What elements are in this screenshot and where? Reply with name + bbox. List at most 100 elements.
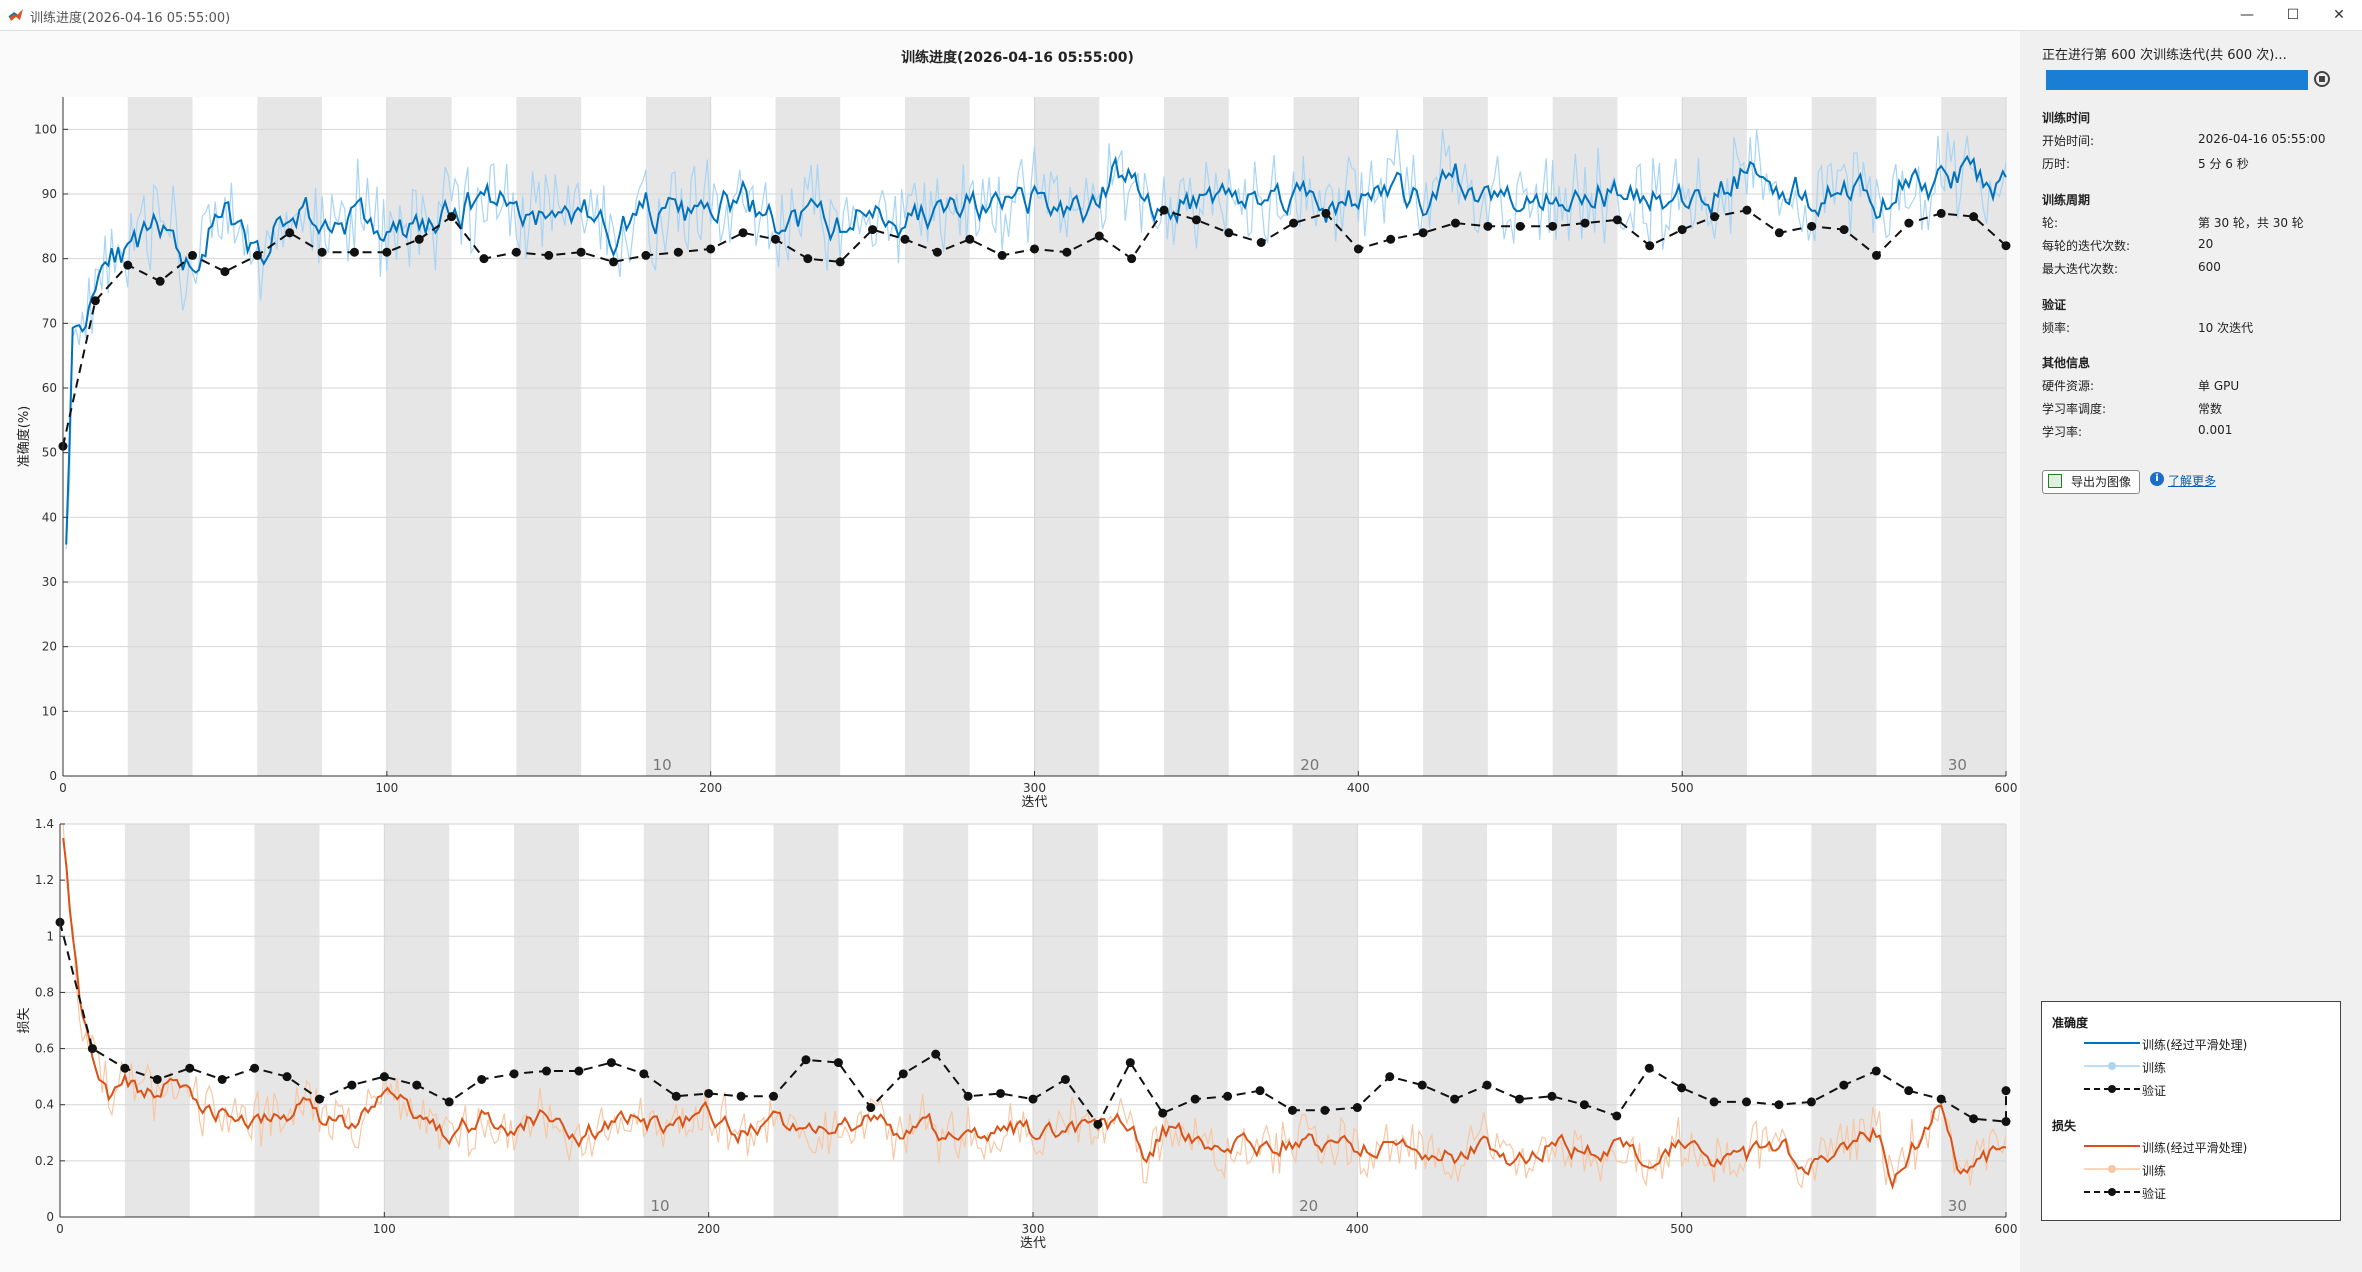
section-heading-epochs: 训练周期	[2042, 193, 2091, 207]
chart-legend: 准确度 训练(经过平滑处理) 训练 验证 损失 训练(经过平滑处理) 训练 验证	[2041, 1001, 2341, 1221]
accuracy-validation-point	[220, 267, 230, 277]
loss-validation-point	[477, 1074, 487, 1084]
legend-loss-val-swatch	[2084, 1188, 2140, 1196]
max-iters-label: 最大迭代次数:	[2042, 262, 2119, 276]
loss-validation-point	[87, 1044, 97, 1054]
accuracy-validation-point	[90, 296, 100, 306]
accuracy-validation-point	[382, 247, 392, 257]
iters-per-epoch-label: 每轮的迭代次数:	[2042, 239, 2131, 253]
accuracy-validation-point	[123, 260, 133, 270]
loss-validation-point	[314, 1094, 324, 1104]
loss-validation-point	[1742, 1097, 1752, 1107]
loss-validation-point	[1644, 1063, 1654, 1073]
loss-validation-point	[963, 1091, 973, 1101]
progress-bar	[2046, 70, 2308, 90]
loss-validation-point	[1904, 1086, 1914, 1096]
accuracy-validation-point	[673, 247, 683, 257]
epoch-band	[645, 97, 711, 776]
accuracy-validation-point	[932, 247, 942, 257]
epoch-value: 第 30 轮，共 30 轮	[2198, 216, 2304, 230]
legend-acc-val-swatch	[2084, 1085, 2140, 1093]
epoch-band	[127, 97, 193, 776]
accuracy-chart: 0 10 20 30 40 50 60 70 80 90 100 0 100 200 300 400 500 60…	[16, 97, 2017, 810]
epoch-band	[1422, 824, 1488, 1217]
iters-per-epoch-value: 20	[2198, 237, 2214, 251]
loss-validation-point	[1255, 1086, 1265, 1096]
accuracy-validation-point	[965, 234, 975, 244]
close-button[interactable]: ✕	[2333, 7, 2345, 23]
learn-more-link[interactable]: i 了解更多	[2150, 472, 2216, 489]
lr-schedule-label: 学习率调度:	[2042, 402, 2107, 416]
section-heading-time: 训练时间	[2042, 111, 2091, 125]
epoch-label: 30	[1948, 1197, 1967, 1215]
epoch-band	[903, 824, 969, 1217]
elapsed-value: 5 分 6 秒	[2198, 157, 2249, 171]
stop-button[interactable]	[2314, 71, 2330, 87]
image-export-icon	[2048, 474, 2062, 488]
loss-validation-point	[347, 1080, 357, 1090]
epoch-band	[1034, 97, 1100, 776]
info-panel: 正在进行第 600 次训练迭代(共 600 次)... 训练时间 开始时间: 2…	[2032, 30, 2362, 1272]
loss-validation-point	[833, 1058, 843, 1068]
matlab-icon	[8, 9, 23, 21]
accuracy-validation-point	[1515, 221, 1525, 231]
epoch-label: 轮:	[2042, 216, 2059, 230]
legend-acc-train-swatch	[2084, 1062, 2140, 1070]
loss-validation-point	[671, 1091, 681, 1101]
y-tick-label: 0	[46, 1210, 54, 1224]
loss-validation-point	[1806, 1097, 1816, 1107]
legend-acc-smoothed-swatch	[2084, 1042, 2140, 1044]
loss-validation-point	[379, 1072, 389, 1082]
epoch-band	[1423, 97, 1488, 776]
accuracy-validation-point	[1386, 234, 1396, 244]
section-heading-validation: 验证	[2042, 298, 2067, 312]
accuracy-validation-point	[641, 250, 651, 260]
accuracy-validation-point	[803, 254, 813, 264]
lr-schedule-value: 常数	[2198, 402, 2223, 416]
accuracy-validation-point	[2001, 241, 2011, 251]
accuracy-train-raw-line	[65, 129, 2007, 550]
x-tick-label: 300	[1022, 1222, 1045, 1236]
epoch-band	[775, 97, 841, 776]
loss-validation-point	[1936, 1094, 1946, 1104]
epoch-band	[643, 824, 709, 1217]
max-iters-value: 600	[2198, 260, 2221, 274]
loss-chart: 0 0.2 0.4 0.6 0.8 1 1.2 1.4 0 100 200 300 400 500 600 1…	[17, 817, 2017, 1251]
x-tick-label: 100	[373, 1222, 396, 1236]
accuracy-validation-point	[1839, 225, 1849, 235]
accuracy-validation-point	[1062, 247, 1072, 257]
legend-acc-train: 训练	[2142, 1061, 2167, 1075]
x-tick-label: 0	[59, 781, 67, 795]
y-tick-label: 40	[42, 510, 57, 524]
learning-rate-label: 学习率:	[2042, 425, 2083, 439]
loss-validation-point	[120, 1063, 130, 1073]
minimize-button[interactable]: —	[2240, 7, 2254, 23]
loss-validation-point	[185, 1063, 195, 1073]
epoch-band	[1682, 97, 1747, 776]
export-image-button[interactable]: 导出为图像	[2042, 470, 2141, 494]
x-tick-label: 600	[1995, 1222, 2018, 1236]
accuracy-validation-point	[1450, 218, 1460, 228]
loss-train-smoothed-line	[62, 837, 2007, 1191]
info-icon: i	[2150, 472, 2164, 486]
section-heading-other: 其他信息	[2042, 356, 2091, 370]
loss-validation-point	[574, 1066, 584, 1076]
accuracy-validation-point	[1580, 218, 1590, 228]
accuracy-validation-point	[155, 276, 165, 286]
loss-validation-point	[639, 1069, 649, 1079]
y-tick-label: 0.6	[35, 1042, 54, 1056]
accuracy-train-smoothed-line	[65, 154, 2007, 545]
legend-loss-train: 训练	[2142, 1164, 2167, 1178]
epoch-band	[254, 824, 320, 1217]
accuracy-x-label: 迭代	[1021, 795, 1047, 810]
loss-validation-point	[1709, 1097, 1719, 1107]
x-tick-label: 300	[1023, 781, 1046, 795]
accuracy-validation-point	[1807, 221, 1817, 231]
x-tick-label: 200	[697, 1222, 720, 1236]
accuracy-validation-point	[1677, 225, 1687, 235]
epoch-band	[904, 97, 970, 776]
maximize-button[interactable]: ☐	[2286, 7, 2300, 23]
epoch-band	[1162, 824, 1228, 1217]
accuracy-validation-point	[1483, 221, 1493, 231]
y-tick-label: 50	[42, 446, 57, 460]
